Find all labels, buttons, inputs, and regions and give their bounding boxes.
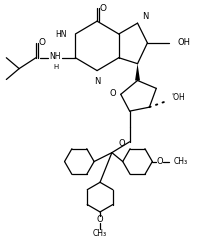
- Text: O: O: [38, 38, 45, 47]
- Text: O: O: [109, 89, 115, 98]
- Text: N: N: [142, 12, 148, 21]
- Text: CH₃: CH₃: [173, 157, 187, 166]
- Text: CH₃: CH₃: [92, 229, 107, 238]
- Text: 'OH: 'OH: [170, 93, 184, 102]
- Polygon shape: [135, 64, 139, 80]
- Text: O: O: [99, 4, 106, 13]
- Text: H: H: [53, 64, 58, 70]
- Text: OH: OH: [176, 38, 189, 47]
- Text: N: N: [94, 77, 100, 86]
- Text: NH: NH: [49, 52, 60, 61]
- Text: O: O: [96, 215, 103, 224]
- Text: O: O: [156, 157, 163, 166]
- Text: O: O: [117, 139, 124, 148]
- Text: HN: HN: [55, 29, 66, 38]
